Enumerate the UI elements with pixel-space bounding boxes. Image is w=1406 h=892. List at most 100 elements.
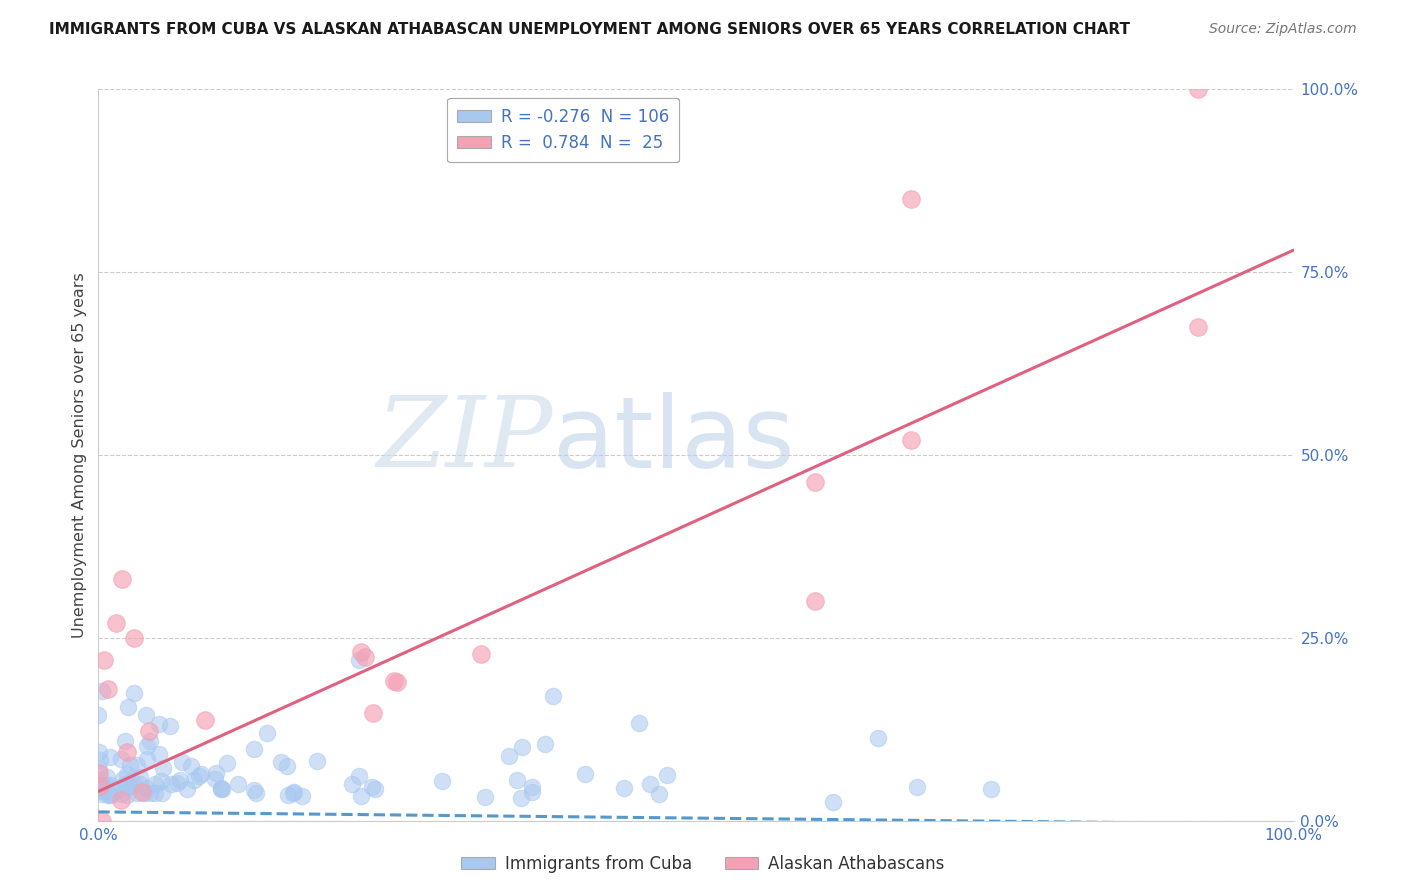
Point <box>148 747 170 762</box>
Point <box>124 686 146 700</box>
Point <box>276 758 298 772</box>
Point <box>98 778 121 792</box>
Point <box>96 771 118 785</box>
Point <box>385 674 409 689</box>
Point <box>136 752 159 766</box>
Legend: R = -0.276  N = 106, R =  0.784  N =  25: R = -0.276 N = 106, R = 0.784 N = 25 <box>447 97 679 161</box>
Point <box>97 681 120 696</box>
Point <box>354 650 377 665</box>
Point <box>160 776 183 790</box>
Point <box>821 795 844 809</box>
Point <box>364 782 387 797</box>
Point <box>159 718 181 732</box>
Point <box>166 775 188 789</box>
Point <box>117 700 139 714</box>
Point <box>94 783 117 797</box>
Point <box>510 740 533 755</box>
Point <box>143 786 166 800</box>
Point <box>125 786 148 800</box>
Point <box>245 786 267 800</box>
Point <box>87 708 110 723</box>
Point <box>190 767 212 781</box>
Point <box>541 690 564 704</box>
Point <box>87 784 110 798</box>
Point <box>176 781 198 796</box>
Point <box>105 616 128 631</box>
Point <box>520 780 543 794</box>
Point <box>129 777 152 791</box>
Point <box>900 192 922 206</box>
Point <box>648 787 671 801</box>
Point <box>120 757 142 772</box>
Point <box>283 784 305 798</box>
Point <box>347 653 370 667</box>
Point <box>117 780 139 794</box>
Point <box>470 647 492 661</box>
Text: Source: ZipAtlas.com: Source: ZipAtlas.com <box>1209 22 1357 37</box>
Point <box>134 786 156 800</box>
Point <box>905 780 928 795</box>
Point <box>90 779 112 793</box>
Point <box>129 770 152 784</box>
Point <box>180 758 202 772</box>
Point <box>804 594 827 608</box>
Point <box>90 778 112 792</box>
Point <box>868 731 890 745</box>
Point <box>170 756 193 770</box>
Point <box>94 785 117 799</box>
Point <box>350 645 373 659</box>
Point <box>138 724 160 739</box>
Point <box>498 748 520 763</box>
Point <box>115 788 138 802</box>
Point <box>97 788 120 802</box>
Point <box>209 781 232 796</box>
Y-axis label: Unemployment Among Seniors over 65 years: Unemployment Among Seniors over 65 years <box>72 272 87 638</box>
Point <box>115 745 138 759</box>
Point <box>90 684 112 698</box>
Point <box>638 777 661 791</box>
Point <box>205 765 228 780</box>
Text: IMMIGRANTS FROM CUBA VS ALASKAN ATHABASCAN UNEMPLOYMENT AMONG SENIORS OVER 65 YE: IMMIGRANTS FROM CUBA VS ALASKAN ATHABASC… <box>49 22 1130 37</box>
Point <box>112 772 135 787</box>
Point <box>94 778 117 792</box>
Point <box>242 783 264 797</box>
Point <box>217 756 239 771</box>
Point <box>98 750 121 764</box>
Point <box>143 777 166 791</box>
Text: ZIP: ZIP <box>377 392 553 488</box>
Point <box>270 756 292 770</box>
Point <box>89 772 111 787</box>
Point <box>211 781 233 796</box>
Point <box>657 768 679 782</box>
Point <box>350 789 373 803</box>
Point <box>100 788 122 802</box>
Point <box>209 781 232 796</box>
Point <box>291 789 314 804</box>
Point <box>90 814 112 828</box>
Point <box>628 716 651 731</box>
Point <box>125 757 148 772</box>
Point <box>277 788 299 802</box>
Point <box>347 769 370 783</box>
Point <box>150 786 173 800</box>
Point <box>89 753 111 767</box>
Point <box>361 706 384 720</box>
Point <box>574 767 596 781</box>
Point <box>114 777 136 791</box>
Point <box>360 780 382 794</box>
Point <box>613 781 636 796</box>
Point <box>87 762 110 776</box>
Point <box>474 789 496 804</box>
Point <box>135 780 157 795</box>
Point <box>104 783 127 797</box>
Point <box>382 674 405 689</box>
Point <box>152 761 174 775</box>
Point <box>204 772 226 787</box>
Point <box>87 765 110 780</box>
Point <box>87 782 110 797</box>
Point <box>804 475 827 489</box>
Point <box>183 772 205 787</box>
Text: atlas: atlas <box>553 392 794 489</box>
Point <box>110 788 132 802</box>
Point <box>111 572 134 586</box>
